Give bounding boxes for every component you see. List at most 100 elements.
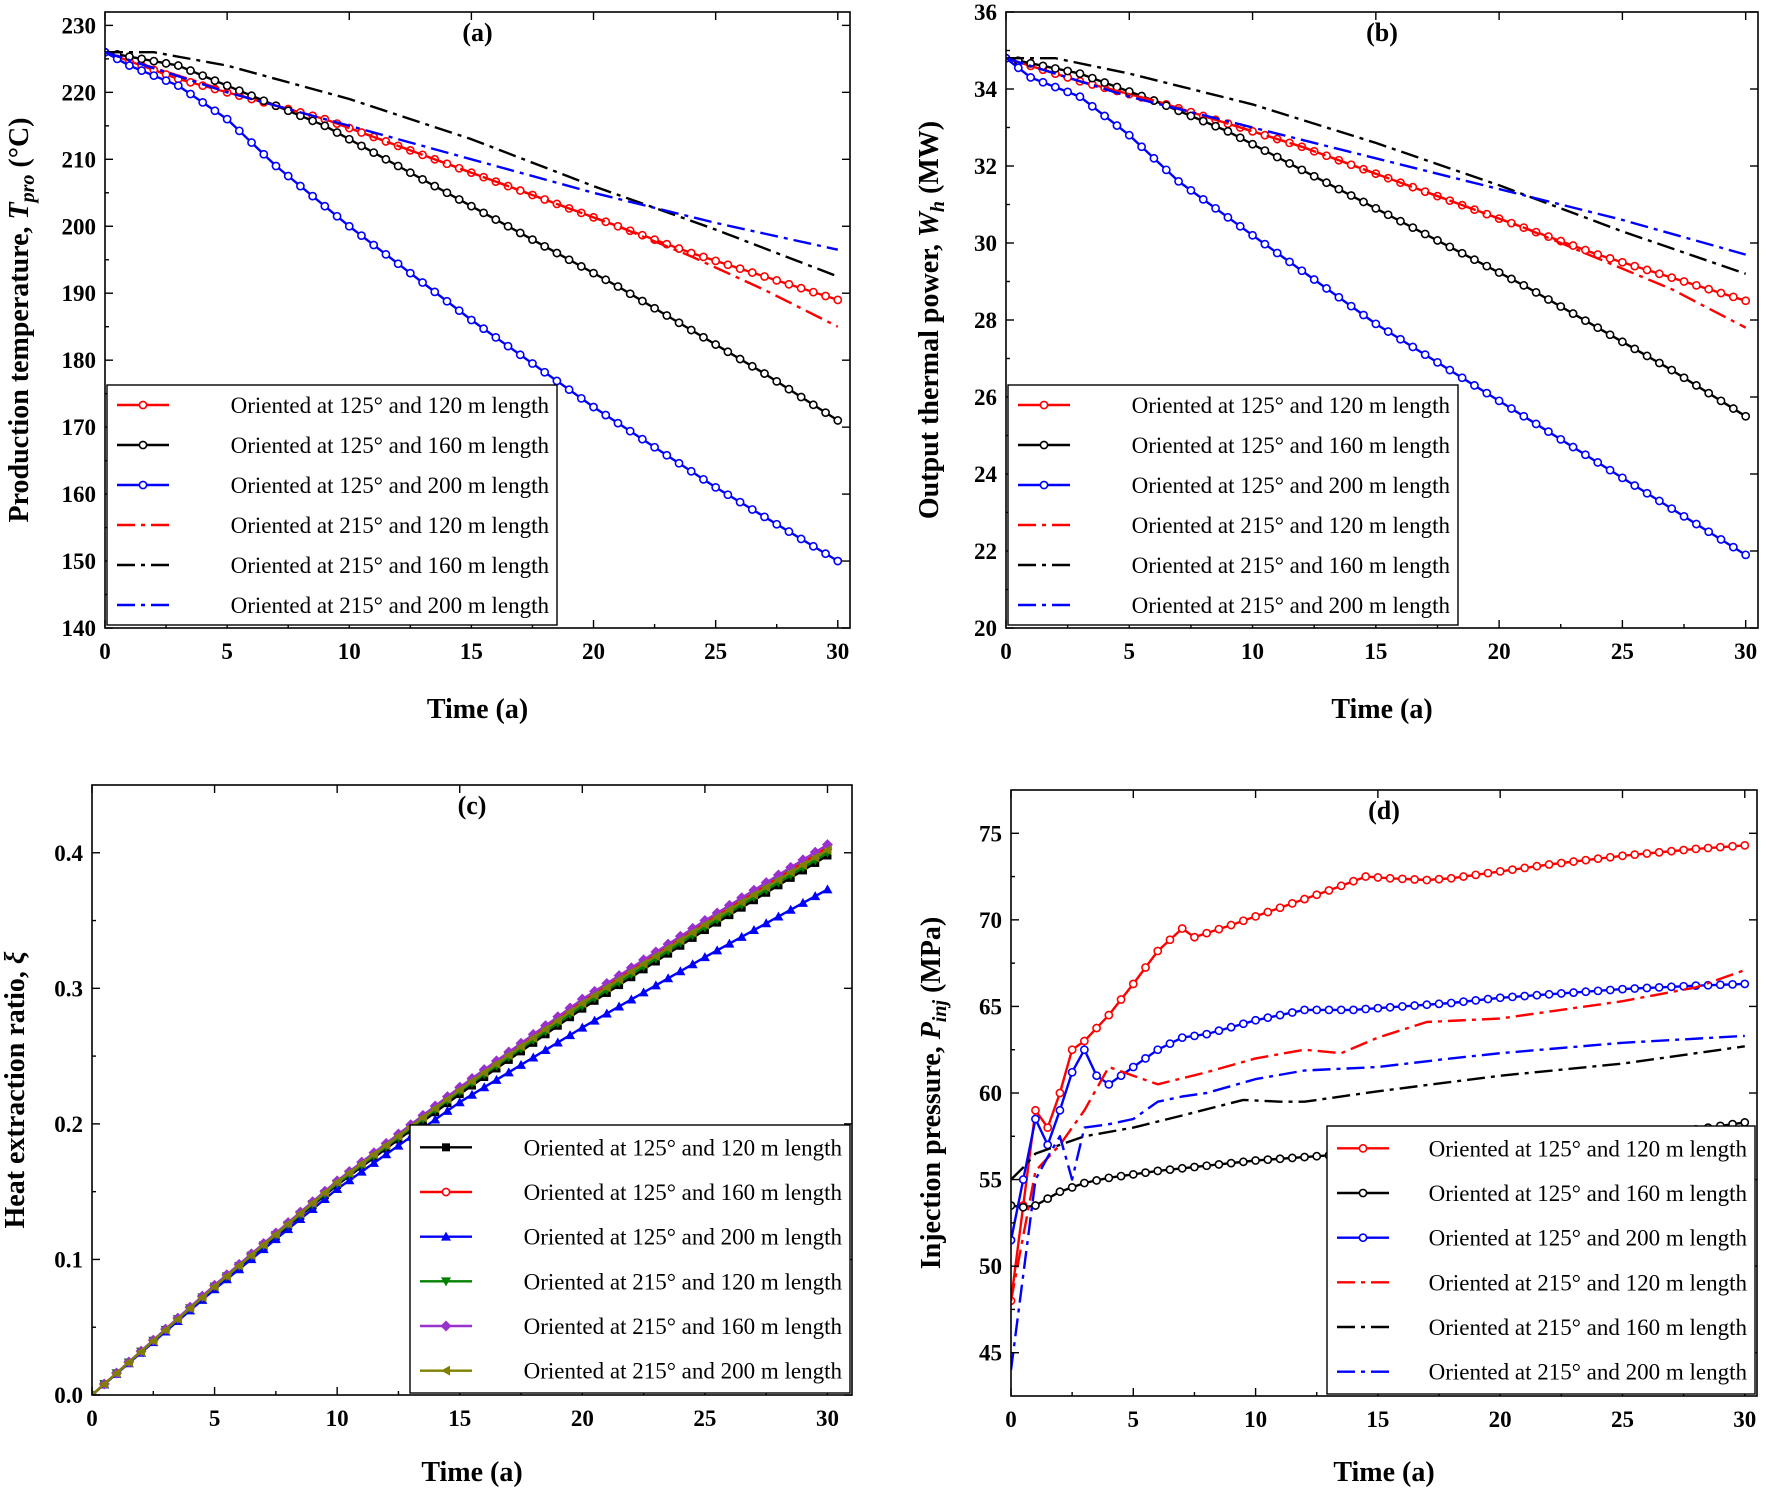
- data-point: [1642, 983, 1652, 993]
- data-point: [589, 268, 598, 278]
- data-point: [540, 1024, 550, 1035]
- data-point: [1667, 365, 1677, 375]
- y-tick-label: 22: [974, 539, 997, 564]
- y-tick-label: 170: [62, 415, 97, 440]
- data-point: [1654, 358, 1664, 368]
- data-point: [148, 1335, 158, 1346]
- y-tick-label: 55: [979, 1168, 1002, 1193]
- data-point: [442, 188, 452, 198]
- data-point: [198, 71, 208, 81]
- data-point: [1349, 1005, 1358, 1015]
- data-point: [760, 369, 769, 378]
- data-point: [747, 268, 757, 277]
- data-point: [1165, 1165, 1175, 1175]
- data-point: [1532, 861, 1542, 871]
- data-point: [1691, 280, 1701, 290]
- data-point: [234, 126, 244, 136]
- data-point: [761, 882, 771, 893]
- data-point: [1457, 373, 1467, 383]
- data-point: [430, 1114, 441, 1124]
- data-point: [528, 1032, 538, 1043]
- data-point: [821, 549, 830, 559]
- x-tick-label: 5: [1124, 639, 1136, 664]
- data-point: [1361, 872, 1371, 881]
- y-tick-label: 20: [974, 616, 997, 641]
- data-point: [735, 264, 745, 274]
- data-point: [1087, 101, 1097, 111]
- series-markers-2: [105, 47, 843, 566]
- data-point: [466, 315, 476, 325]
- y-tick-label: 230: [62, 13, 97, 38]
- x-tick-label: 5: [209, 1406, 221, 1431]
- data-point: [1581, 987, 1591, 997]
- data-point: [1617, 473, 1627, 483]
- data-point: [1124, 130, 1134, 140]
- data-point: [1703, 843, 1713, 853]
- data-point: [271, 161, 281, 171]
- data-point: [1459, 997, 1468, 1007]
- data-point: [1186, 111, 1196, 121]
- data-point: [1507, 404, 1516, 413]
- data-point: [149, 56, 159, 66]
- series-line-4: [1011, 1045, 1745, 1181]
- data-point: [1605, 985, 1615, 995]
- data-point: [479, 1082, 490, 1092]
- data-point: [1728, 979, 1737, 989]
- legend: Oriented at 125° and 120 m length Oriente…: [1007, 384, 1459, 626]
- data-point: [393, 1140, 404, 1150]
- data-point: [296, 181, 305, 191]
- data-point: [810, 852, 820, 863]
- series-markers-2: [1006, 53, 1751, 560]
- data-point: [1667, 504, 1677, 514]
- data-point: [1346, 301, 1356, 311]
- series-markers-0: [1011, 841, 1750, 1306]
- data-point: [540, 241, 550, 251]
- data-point: [1063, 66, 1073, 76]
- data-point: [577, 998, 587, 1009]
- chart-panel-3: 0 5 10 15 20 25 30 45 50 55 60 65 70 75 (d) Time (a) Inj…: [916, 789, 1758, 1488]
- data-point: [1654, 847, 1664, 857]
- x-tick-label: 30: [1734, 639, 1757, 664]
- data-point: [723, 347, 733, 357]
- data-point: [1618, 851, 1627, 861]
- data-point: [1079, 1045, 1089, 1055]
- y-tick-label: 24: [974, 462, 998, 487]
- legend-label: Oriented at 215° and 120 m length: [1132, 513, 1451, 538]
- legend-swatch-marker: [440, 1320, 452, 1332]
- data-point: [699, 952, 710, 962]
- data-point: [1177, 1163, 1187, 1173]
- x-axis-label: Time (a): [1331, 694, 1432, 725]
- data-point: [357, 141, 366, 151]
- data-point: [1373, 1003, 1383, 1013]
- data-point: [1312, 890, 1322, 900]
- data-point: [711, 256, 721, 266]
- x-tick-label: 15: [460, 639, 483, 664]
- data-point: [564, 385, 574, 395]
- x-tick-label: 25: [1611, 1407, 1634, 1432]
- x-tick-label: 15: [1366, 1407, 1389, 1432]
- data-point: [210, 76, 220, 86]
- data-point: [1593, 854, 1603, 864]
- data-point: [516, 1041, 526, 1052]
- data-point: [614, 1001, 625, 1011]
- x-tick-label: 20: [1488, 639, 1511, 664]
- legend-swatch-marker: [138, 440, 148, 450]
- data-point: [1128, 979, 1138, 989]
- data-point: [784, 527, 794, 536]
- data-point: [638, 987, 649, 997]
- data-point: [1235, 133, 1245, 143]
- data-point: [442, 296, 452, 306]
- data-point: [1728, 404, 1738, 413]
- data-point: [1679, 845, 1689, 855]
- y-tick-label: 0.2: [54, 1112, 83, 1137]
- plot-frame: [104, 11, 851, 629]
- data-point: [1043, 1194, 1053, 1204]
- data-point: [564, 255, 574, 265]
- data-point: [368, 1157, 379, 1167]
- x-tick-label: 25: [1611, 639, 1634, 664]
- data-point: [1287, 899, 1297, 908]
- data-point: [797, 897, 808, 907]
- data-point: [1287, 1008, 1297, 1017]
- data-point: [515, 228, 525, 238]
